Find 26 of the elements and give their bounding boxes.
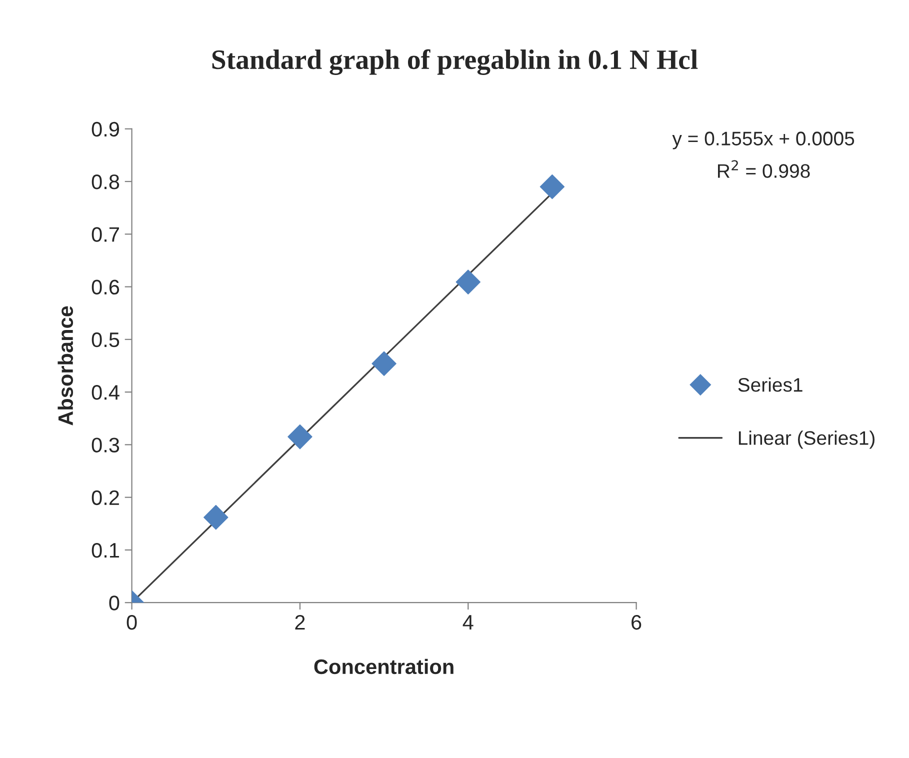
y-tick-label: 0.6 — [92, 280, 120, 295]
y-tick-label: 0 — [109, 596, 120, 610]
x-tick-label: 0 — [126, 614, 137, 630]
point — [456, 270, 481, 294]
text: y = 0.1555x + 0.0005 — [672, 132, 854, 150]
y-tick-label: 0.1 — [92, 542, 119, 558]
y-tick-label: 0.8 — [92, 174, 120, 190]
y-tick-label: 0.5 — [92, 332, 120, 348]
y-tick-label: 0.3 — [92, 438, 120, 452]
x-tick-label: 2 — [295, 614, 305, 630]
y-axis-title: Absorbance — [58, 306, 74, 426]
point — [540, 174, 565, 200]
x-axis-title: Concentration — [314, 658, 454, 674]
y-tick-label: 0.7 — [92, 227, 119, 242]
y-tick-label: 0.2 — [92, 490, 119, 506]
point — [372, 351, 396, 376]
point — [288, 424, 312, 450]
text: R$^{2}$ = 0.998 — [718, 160, 810, 178]
y-tick-label: 0.4 — [92, 385, 120, 400]
chart-title: Standard graph of pregablin in 0.1 N Hcl — [212, 49, 698, 75]
x-tick-label: 6 — [632, 614, 642, 630]
legend-label: Linear (Series1) — [738, 430, 874, 449]
point — [204, 504, 228, 530]
x-tick-label: 4 — [462, 615, 474, 630]
y-tick-label: 0.9 — [92, 122, 120, 137]
legend-label: Series1 — [738, 377, 802, 392]
